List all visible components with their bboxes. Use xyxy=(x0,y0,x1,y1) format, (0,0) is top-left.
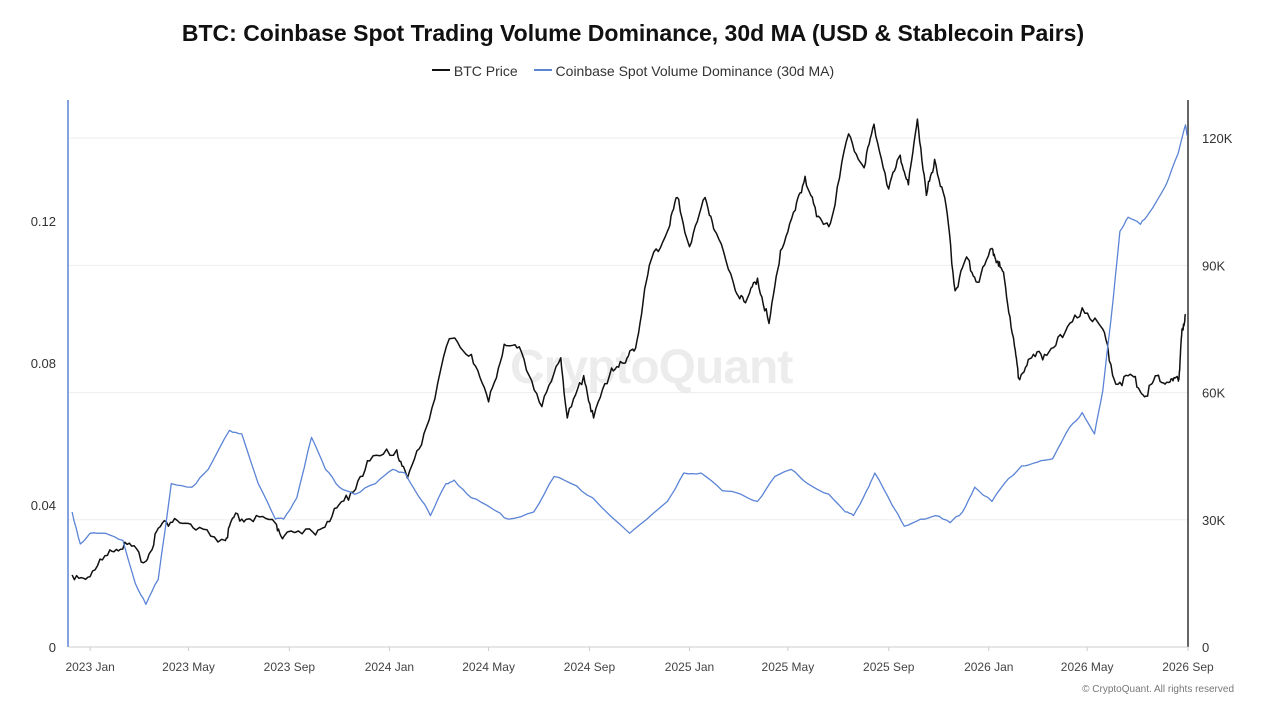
y-left-tick-3: 0.12 xyxy=(31,214,56,229)
y-right-tick-0: 0 xyxy=(1202,640,1209,655)
legend-label-btc-price: BTC Price xyxy=(453,63,518,79)
x-tick-3: 2024 Jan xyxy=(365,660,414,674)
y-right-tick-1: 30K xyxy=(1202,513,1225,528)
chart-title: BTC: Coinbase Spot Trading Volume Domina… xyxy=(181,20,1085,46)
y-left-tick-0: 0 xyxy=(49,640,56,655)
x-tick-4: 2024 May xyxy=(462,660,515,674)
x-tick-8: 2025 Sep xyxy=(863,660,915,674)
x-tick-7: 2025 May xyxy=(762,660,815,674)
legend-label-dominance: Coinbase Spot Volume Dominance (30d MA) xyxy=(555,63,835,79)
y-left-tick-2: 0.08 xyxy=(31,356,56,371)
x-tick-11: 2026 Sep xyxy=(1162,660,1214,674)
x-tick-1: 2023 May xyxy=(162,660,215,674)
x-tick-10: 2026 May xyxy=(1061,660,1114,674)
legend-item-btc-price[interactable]: BTC Price xyxy=(431,63,518,79)
series-line-dominance xyxy=(71,124,1188,606)
x-tick-2: 2023 Sep xyxy=(264,660,316,674)
series-line-btc-price xyxy=(71,118,1187,581)
grid-lines xyxy=(68,137,1188,521)
y-right-tick-4: 120K xyxy=(1202,131,1233,146)
legend-swatch-dominance xyxy=(533,69,552,72)
x-tick-6: 2025 Jan xyxy=(665,660,714,674)
legend-item-dominance[interactable]: Coinbase Spot Volume Dominance (30d MA) xyxy=(533,63,835,79)
y-left-tick-1: 0.04 xyxy=(31,498,56,513)
watermark: CryptoQuant xyxy=(510,341,793,394)
y-right-tick-2: 60K xyxy=(1202,386,1225,401)
series-lines xyxy=(71,118,1188,606)
legend-swatch-btc-price xyxy=(431,69,450,72)
x-tick-5: 2024 Sep xyxy=(564,660,616,674)
x-tick-0: 2023 Jan xyxy=(65,660,114,674)
tick-labels: 0 0.04 0.08 0.12 0 30K 60K 90K 120K 2023 Jan 2023 … xyxy=(31,131,1233,674)
copyright-text: © CryptoQuant. All rights reserved xyxy=(1082,684,1234,695)
x-tick-9: 2026 Jan xyxy=(964,660,1013,674)
y-right-tick-3: 90K xyxy=(1202,258,1225,273)
axes xyxy=(67,100,1189,651)
legend: BTC Price Coinbase Spot Volume Dominance… xyxy=(0,63,1266,79)
